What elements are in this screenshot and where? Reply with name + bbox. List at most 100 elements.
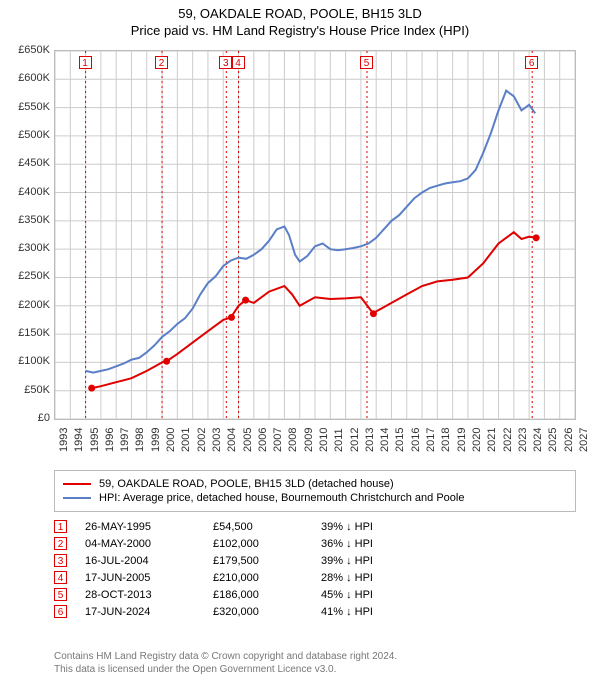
x-tick-label: 2026 — [563, 428, 575, 452]
x-tick-label: 2021 — [486, 428, 498, 452]
event-marker: 5 — [360, 56, 373, 69]
x-tick-label: 2015 — [394, 428, 406, 452]
event-price: £210,000 — [213, 572, 303, 584]
event-price: £320,000 — [213, 606, 303, 618]
x-tick-label: 2022 — [502, 428, 514, 452]
event-row: 4 17-JUN-2005 £210,000 28% ↓ HPI — [54, 569, 576, 586]
legend: 59, OAKDALE ROAD, POOLE, BH15 3LD (detac… — [54, 470, 576, 512]
event-pct: 39% ↓ HPI — [321, 521, 373, 533]
chart-subtitle: Price paid vs. HM Land Registry's House … — [0, 21, 600, 38]
x-tick-label: 2017 — [425, 428, 437, 452]
event-marker: 3 — [219, 56, 232, 69]
event-date: 04-MAY-2000 — [85, 538, 195, 550]
x-tick-label: 2020 — [471, 428, 483, 452]
event-price: £186,000 — [213, 589, 303, 601]
x-tick-label: 2004 — [226, 428, 238, 452]
event-num: 6 — [54, 605, 67, 618]
event-pct: 41% ↓ HPI — [321, 606, 373, 618]
event-marker: 4 — [232, 56, 245, 69]
x-tick-label: 2019 — [456, 428, 468, 452]
x-tick-label: 2025 — [547, 428, 559, 452]
x-tick-label: 2014 — [379, 428, 391, 452]
event-marker: 2 — [155, 56, 168, 69]
y-tick-label: £300K — [4, 242, 50, 254]
x-tick-label: 1995 — [89, 428, 101, 452]
event-price: £102,000 — [213, 538, 303, 550]
y-tick-label: £250K — [4, 270, 50, 282]
event-num: 3 — [54, 554, 67, 567]
x-tick-label: 2005 — [242, 428, 254, 452]
x-tick-label: 1996 — [104, 428, 116, 452]
event-date: 16-JUL-2004 — [85, 555, 195, 567]
legend-swatch-hpi — [63, 497, 91, 499]
x-tick-label: 2024 — [532, 428, 544, 452]
event-date: 28-OCT-2013 — [85, 589, 195, 601]
chart-container: { "title": "59, OAKDALE ROAD, POOLE, BH1… — [0, 0, 600, 680]
y-tick-label: £600K — [4, 72, 50, 84]
x-tick-label: 1999 — [150, 428, 162, 452]
legend-label-price: 59, OAKDALE ROAD, POOLE, BH15 3LD (detac… — [99, 478, 394, 490]
event-row: 1 26-MAY-1995 £54,500 39% ↓ HPI — [54, 518, 576, 535]
y-tick-label: £100K — [4, 355, 50, 367]
x-tick-label: 2023 — [517, 428, 529, 452]
footer-line-2: This data is licensed under the Open Gov… — [54, 663, 576, 676]
x-tick-label: 2008 — [287, 428, 299, 452]
x-tick-label: 2012 — [349, 428, 361, 452]
y-tick-label: £50K — [4, 384, 50, 396]
x-tick-label: 2018 — [440, 428, 452, 452]
footer-text: Contains HM Land Registry data © Crown c… — [54, 650, 576, 676]
x-tick-label: 2000 — [165, 428, 177, 452]
x-tick-label: 2007 — [272, 428, 284, 452]
event-num: 1 — [54, 520, 67, 533]
x-tick-label: 1994 — [73, 428, 85, 452]
event-date: 26-MAY-1995 — [85, 521, 195, 533]
footer-line-1: Contains HM Land Registry data © Crown c… — [54, 650, 576, 663]
event-row: 3 16-JUL-2004 £179,500 39% ↓ HPI — [54, 552, 576, 569]
event-marker: 1 — [79, 56, 92, 69]
legend-row: 59, OAKDALE ROAD, POOLE, BH15 3LD (detac… — [63, 477, 567, 491]
x-tick-label: 2013 — [364, 428, 376, 452]
event-pct: 45% ↓ HPI — [321, 589, 373, 601]
x-tick-label: 1998 — [134, 428, 146, 452]
x-tick-label: 2003 — [211, 428, 223, 452]
y-tick-label: £0 — [4, 412, 50, 424]
event-pct: 28% ↓ HPI — [321, 572, 373, 584]
event-price: £179,500 — [213, 555, 303, 567]
chart-title: 59, OAKDALE ROAD, POOLE, BH15 3LD — [0, 0, 600, 21]
event-num: 5 — [54, 588, 67, 601]
y-tick-label: £550K — [4, 101, 50, 113]
y-tick-label: £650K — [4, 44, 50, 56]
y-tick-label: £150K — [4, 327, 50, 339]
event-row: 6 17-JUN-2024 £320,000 41% ↓ HPI — [54, 603, 576, 620]
event-pct: 36% ↓ HPI — [321, 538, 373, 550]
y-tick-label: £400K — [4, 186, 50, 198]
plot-svg — [55, 51, 575, 419]
event-row: 2 04-MAY-2000 £102,000 36% ↓ HPI — [54, 535, 576, 552]
x-tick-label: 2009 — [303, 428, 315, 452]
y-tick-label: £450K — [4, 157, 50, 169]
event-date: 17-JUN-2005 — [85, 572, 195, 584]
x-tick-label: 2010 — [318, 428, 330, 452]
event-price: £54,500 — [213, 521, 303, 533]
event-row: 5 28-OCT-2013 £186,000 45% ↓ HPI — [54, 586, 576, 603]
legend-swatch-price — [63, 483, 91, 485]
event-num: 4 — [54, 571, 67, 584]
y-tick-label: £350K — [4, 214, 50, 226]
x-tick-label: 2001 — [180, 428, 192, 452]
x-tick-label: 2016 — [410, 428, 422, 452]
event-num: 2 — [54, 537, 67, 550]
legend-label-hpi: HPI: Average price, detached house, Bour… — [99, 492, 464, 504]
y-tick-label: £200K — [4, 299, 50, 311]
plot-area — [54, 50, 576, 420]
x-tick-label: 2006 — [257, 428, 269, 452]
y-tick-label: £500K — [4, 129, 50, 141]
x-tick-label: 2002 — [196, 428, 208, 452]
x-tick-label: 1997 — [119, 428, 131, 452]
event-table: 1 26-MAY-1995 £54,500 39% ↓ HPI 2 04-MAY-2000… — [54, 518, 576, 620]
x-tick-label: 2027 — [578, 428, 590, 452]
legend-row: HPI: Average price, detached house, Bour… — [63, 491, 567, 505]
event-pct: 39% ↓ HPI — [321, 555, 373, 567]
event-marker: 6 — [525, 56, 538, 69]
event-date: 17-JUN-2024 — [85, 606, 195, 618]
x-tick-label: 1993 — [58, 428, 70, 452]
